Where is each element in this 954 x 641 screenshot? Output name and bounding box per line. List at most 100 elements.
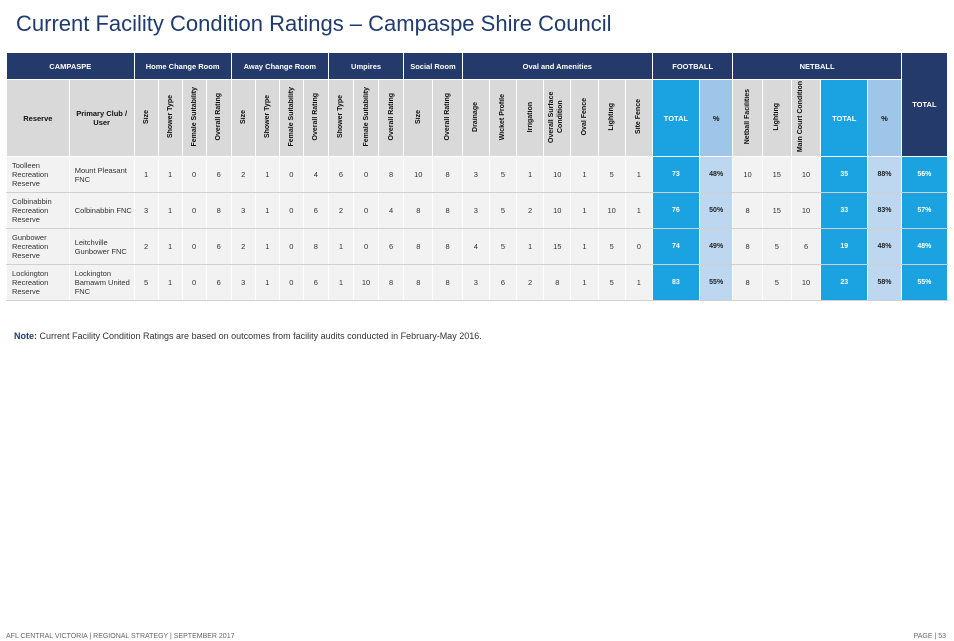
note-label: Note: [14,331,37,341]
cell-club: Lockington Bamawm United FNC [68,264,135,301]
col-social-overall-rating: Overall Rating [432,79,463,157]
footer-left: AFL CENTRAL VICTORIA | REGIONAL STRATEGY… [6,633,235,640]
cell-home-female-suitability: 0 [181,264,207,301]
cell-site-fence: 1 [624,156,653,193]
note: Note: Current Facility Condition Ratings… [14,331,482,341]
cell-reserve: Colbinabbin Recreation Reserve [6,192,70,229]
cell-umpires-shower-type: 6 [327,156,354,193]
cell-away-shower-type: 1 [254,192,280,229]
table-row: Gunbower Recreation Reserve Leitchville G… [6,228,949,265]
table-row: Toolleen Recreation Reserve Mount Pleasan… [6,156,949,193]
cell-overall-total: 48% [900,228,949,265]
cell-wicket-profile: 5 [488,156,518,193]
cell-oval-fence: 1 [570,156,599,193]
cell-oval-lighting: 5 [597,156,626,193]
cell-irrigation: 2 [516,264,545,301]
group-home-change-room: Home Change Room [133,52,232,80]
col-irrigation: Irrigation [516,79,545,157]
cell-irrigation: 1 [516,156,545,193]
cell-away-shower-type: 1 [254,228,280,265]
cell-away-size: 3 [230,192,256,229]
cell-football-total: 73 [651,156,700,193]
cell-oval-fence: 1 [570,264,599,301]
cell-wicket-profile: 5 [488,228,518,265]
col-primary-club: Primary Club / User [68,79,135,157]
cell-site-fence: 0 [624,228,653,265]
cell-overall-surface-condition: 8 [543,264,572,301]
cell-away-female-suitability: 0 [278,156,304,193]
cell-home-shower-type: 1 [157,156,183,193]
col-umpires-female-suitability: Female Suitability [352,79,380,157]
col-netball-total: TOTAL [820,79,869,157]
col-oval-fence: Oval Fence [570,79,599,157]
col-netball-facilities: Netball Facilities [732,79,763,157]
cell-club: Colbinabbin FNC [68,192,135,229]
cell-site-fence: 1 [624,192,653,229]
group-total: TOTAL [900,52,949,157]
group-away-change-room: Away Change Room [230,52,329,80]
cell-main-court-condition: 10 [790,264,822,301]
note-text: Current Facility Condition Ratings are b… [37,331,482,341]
cell-home-overall-rating: 6 [205,228,232,265]
col-netball-lighting: Lighting [761,79,792,157]
cell-away-female-suitability: 0 [278,228,304,265]
cell-main-court-condition: 10 [790,192,822,229]
cell-umpires-overall-rating: 8 [378,156,405,193]
cell-away-size: 2 [230,156,256,193]
cell-reserve: Lockington Recreation Reserve [6,264,70,301]
col-overall-surface-condition: Overall Surface Condition [543,79,572,157]
cell-social-size: 10 [403,156,434,193]
cell-netball-total: 33 [820,192,869,229]
cell-away-shower-type: 1 [254,156,280,193]
cell-oval-lighting: 10 [597,192,626,229]
col-away-shower-type: Shower Type [254,79,280,157]
col-site-fence: Site Fence [624,79,653,157]
col-home-size: Size [133,79,159,157]
cell-umpires-overall-rating: 8 [378,264,405,301]
cell-club: Mount Pleasant FNC [68,156,135,193]
col-away-size: Size [230,79,256,157]
cell-away-overall-rating: 8 [302,228,329,265]
group-oval-amenities: Oval and Amenities [461,52,653,80]
cell-netball-facilities: 8 [732,192,763,229]
cell-social-size: 8 [403,228,434,265]
cell-netball-pct: 83% [867,192,902,229]
cell-umpires-shower-type: 1 [327,228,354,265]
col-away-overall-rating: Overall Rating [302,79,329,157]
cell-social-size: 8 [403,192,434,229]
group-header-row: CAMPASPE Home Change Room Away Change Ro… [6,52,949,157]
cell-oval-lighting: 5 [597,228,626,265]
col-football-pct: % [698,79,734,157]
cell-home-overall-rating: 8 [205,192,232,229]
cell-netball-lighting: 5 [761,228,792,265]
table-row: Colbinabbin Recreation Reserve Colbinabbi… [6,192,949,229]
cell-home-shower-type: 1 [157,228,183,265]
cell-netball-lighting: 5 [761,264,792,301]
cell-oval-fence: 1 [570,228,599,265]
col-social-size: Size [403,79,434,157]
cell-umpires-female-suitability: 0 [352,192,380,229]
cell-netball-total: 19 [820,228,869,265]
cell-football-total: 83 [651,264,700,301]
cell-football-pct: 49% [698,228,734,265]
cell-netball-facilities: 8 [732,264,763,301]
cell-home-overall-rating: 6 [205,264,232,301]
group-netball: NETBALL [732,52,902,80]
cell-wicket-profile: 6 [488,264,518,301]
cell-netball-total: 23 [820,264,869,301]
group-social-room: Social Room [403,52,463,80]
cell-umpires-overall-rating: 6 [378,228,405,265]
cell-netball-lighting: 15 [761,192,792,229]
cell-drainage: 3 [461,264,490,301]
cell-home-overall-rating: 6 [205,156,232,193]
col-drainage: Drainage [461,79,490,157]
page-title: Current Facility Condition Ratings – Cam… [16,11,612,36]
cell-football-total: 76 [651,192,700,229]
col-reserve: Reserve [6,79,70,157]
cell-social-size: 8 [403,264,434,301]
cell-reserve: Gunbower Recreation Reserve [6,228,70,265]
cell-away-female-suitability: 0 [278,264,304,301]
cell-home-female-suitability: 0 [181,156,207,193]
cell-home-size: 2 [133,228,159,265]
cell-football-total: 74 [651,228,700,265]
